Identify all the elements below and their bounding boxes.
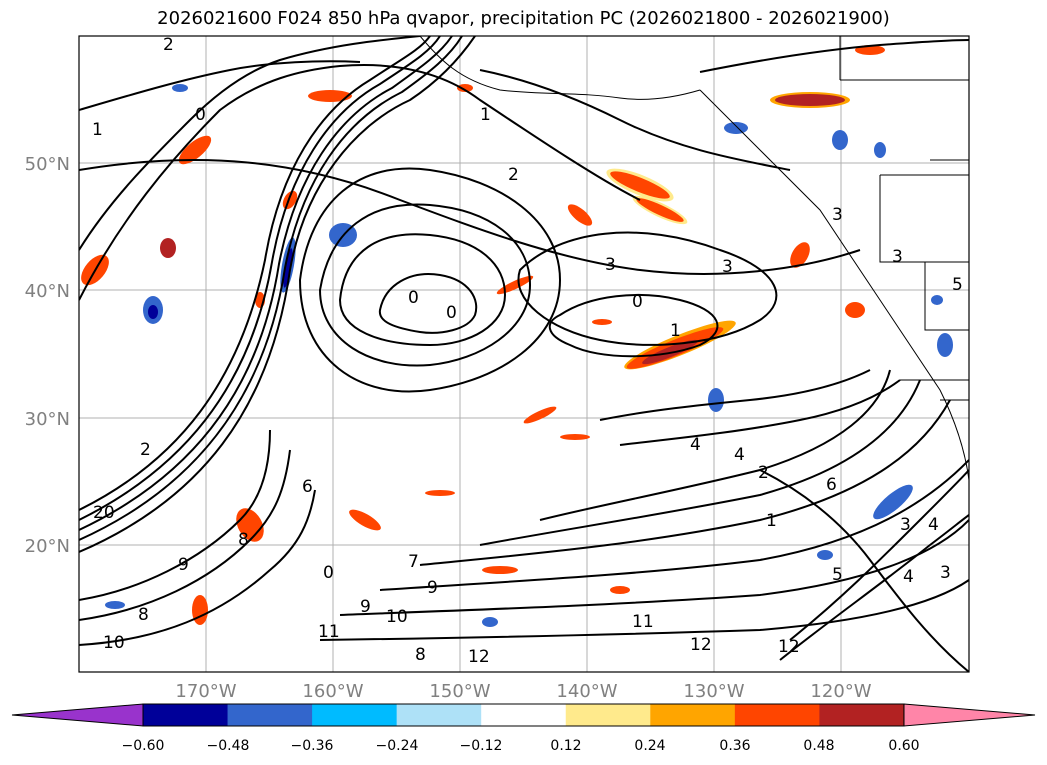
- colorbar-segment: [396, 704, 482, 726]
- patch-ne: [308, 45, 885, 108]
- lon-label-140w: 140°W: [556, 681, 617, 702]
- contour-label: 1: [670, 321, 681, 341]
- colorbar-tick-label: −0.36: [291, 738, 334, 754]
- contour-label: 9: [427, 578, 438, 598]
- patch-n-pacific-1: [606, 168, 688, 225]
- contour-label: 5: [952, 275, 963, 295]
- contour-label: 6: [302, 477, 313, 497]
- contour-label: 8: [415, 645, 426, 665]
- colorbar-frame: [142, 703, 905, 727]
- contour-label: 4: [928, 515, 939, 535]
- lat-label-30n: 30°N: [25, 409, 70, 430]
- contour-label: 10: [103, 633, 125, 653]
- lon-label-130w: 130°W: [683, 681, 744, 702]
- contour-label: 0: [195, 105, 206, 125]
- contour-label: 3: [832, 205, 843, 225]
- lat-label-40n: 40°N: [25, 281, 70, 302]
- colorbar-tick-label: 0.12: [550, 738, 581, 754]
- colorbar-tick-label: 0.36: [719, 738, 750, 754]
- colorbar-tick-label: 0.24: [634, 738, 665, 754]
- patch-central: [624, 320, 736, 370]
- contour-label: 8: [238, 530, 249, 550]
- contour-label: 3: [892, 247, 903, 267]
- colorbar-segments: [11, 703, 1036, 727]
- contour-label: 8: [138, 605, 149, 625]
- contour-label: 7: [408, 552, 419, 572]
- coastlines: [419, 36, 969, 481]
- lon-label-160w: 160°W: [302, 681, 363, 702]
- colorbar-tick-label: −0.60: [122, 738, 165, 754]
- longitude-axis: 170°W 160°W 150°W 140°W 130°W 120°W: [175, 681, 871, 702]
- lat-label-50n: 50°N: [25, 154, 70, 175]
- colorbar-segment: [481, 704, 567, 726]
- contour-label: 0: [446, 303, 457, 323]
- contour-label: 0: [408, 288, 419, 308]
- colorbar-extend-min: [11, 703, 144, 727]
- map-title: 2026021600 F024 850 hPa qvapor, precipit…: [157, 8, 890, 29]
- contour-label: 4: [903, 567, 914, 587]
- contour-label: 2: [508, 165, 519, 185]
- contour-label: 6: [826, 475, 837, 495]
- contour-label: 12: [468, 647, 490, 667]
- colorbar-tick-label: −0.48: [207, 738, 250, 754]
- contour-label: 0: [632, 292, 643, 312]
- qvapor-contours: [79, 36, 969, 672]
- contour-label: 12: [690, 635, 712, 655]
- colorbar-segment: [819, 704, 905, 726]
- contour-label: 10: [386, 607, 408, 627]
- contour-label: 3: [605, 255, 616, 275]
- colorbar-tick-label: 0.60: [888, 738, 919, 754]
- precip-negative-patches: [105, 84, 953, 627]
- colorbar-tick-label: 0.48: [803, 738, 834, 754]
- latitude-axis: 50°N 40°N 30°N 20°N: [25, 154, 70, 557]
- lon-label-120w: 120°W: [810, 681, 871, 702]
- contour-label: 9: [360, 597, 371, 617]
- contour-label: 5: [832, 565, 843, 585]
- colorbar-extend-max: [903, 703, 1036, 727]
- contour-label: 12: [778, 637, 800, 657]
- contour-label: 2: [758, 463, 769, 483]
- contour-label: 1: [92, 120, 103, 140]
- lat-label-20n: 20°N: [25, 536, 70, 557]
- colorbar-segment: [143, 704, 229, 726]
- contour-label: 3: [900, 515, 911, 535]
- contour-label: 9: [178, 555, 189, 575]
- contour-label: 4: [690, 435, 701, 455]
- colorbar-tick-label: −0.12: [460, 738, 503, 754]
- colorbar-segment: [227, 704, 313, 726]
- contour-label: 0: [323, 563, 334, 583]
- map-frame: [78, 35, 970, 673]
- lon-label-150w: 150°W: [429, 681, 490, 702]
- contour-label: 2: [163, 35, 174, 55]
- colorbar-ticks: −0.60 −0.48 −0.36 −0.24 −0.12 0.12 0.24 …: [122, 738, 920, 754]
- colorbar-segment: [312, 704, 398, 726]
- contour-label: 1: [480, 105, 491, 125]
- contour-label: 3: [940, 563, 951, 583]
- colorbar-segment: [650, 704, 736, 726]
- contour-label: 20: [93, 503, 115, 523]
- contour-label: 1: [766, 511, 777, 531]
- lon-label-170w: 170°W: [175, 681, 236, 702]
- contour-label: 11: [632, 612, 654, 632]
- map-background: [79, 36, 969, 672]
- contour-label: 4: [734, 445, 745, 465]
- patch-misc: [255, 84, 865, 594]
- contour-labels: 2 1 0 2 3 3 0 0 0 1 4 4 4 3 2 1 6 20 9 8…: [92, 35, 963, 667]
- colorbar-segment: [565, 704, 651, 726]
- colorbar-tick-label: −0.24: [376, 738, 419, 754]
- precip-positive-patches: [81, 45, 885, 625]
- contour-label: 2: [140, 440, 151, 460]
- contour-label: 11: [318, 622, 340, 642]
- contour-label: 3: [722, 257, 733, 277]
- colorbar-segment: [734, 704, 820, 726]
